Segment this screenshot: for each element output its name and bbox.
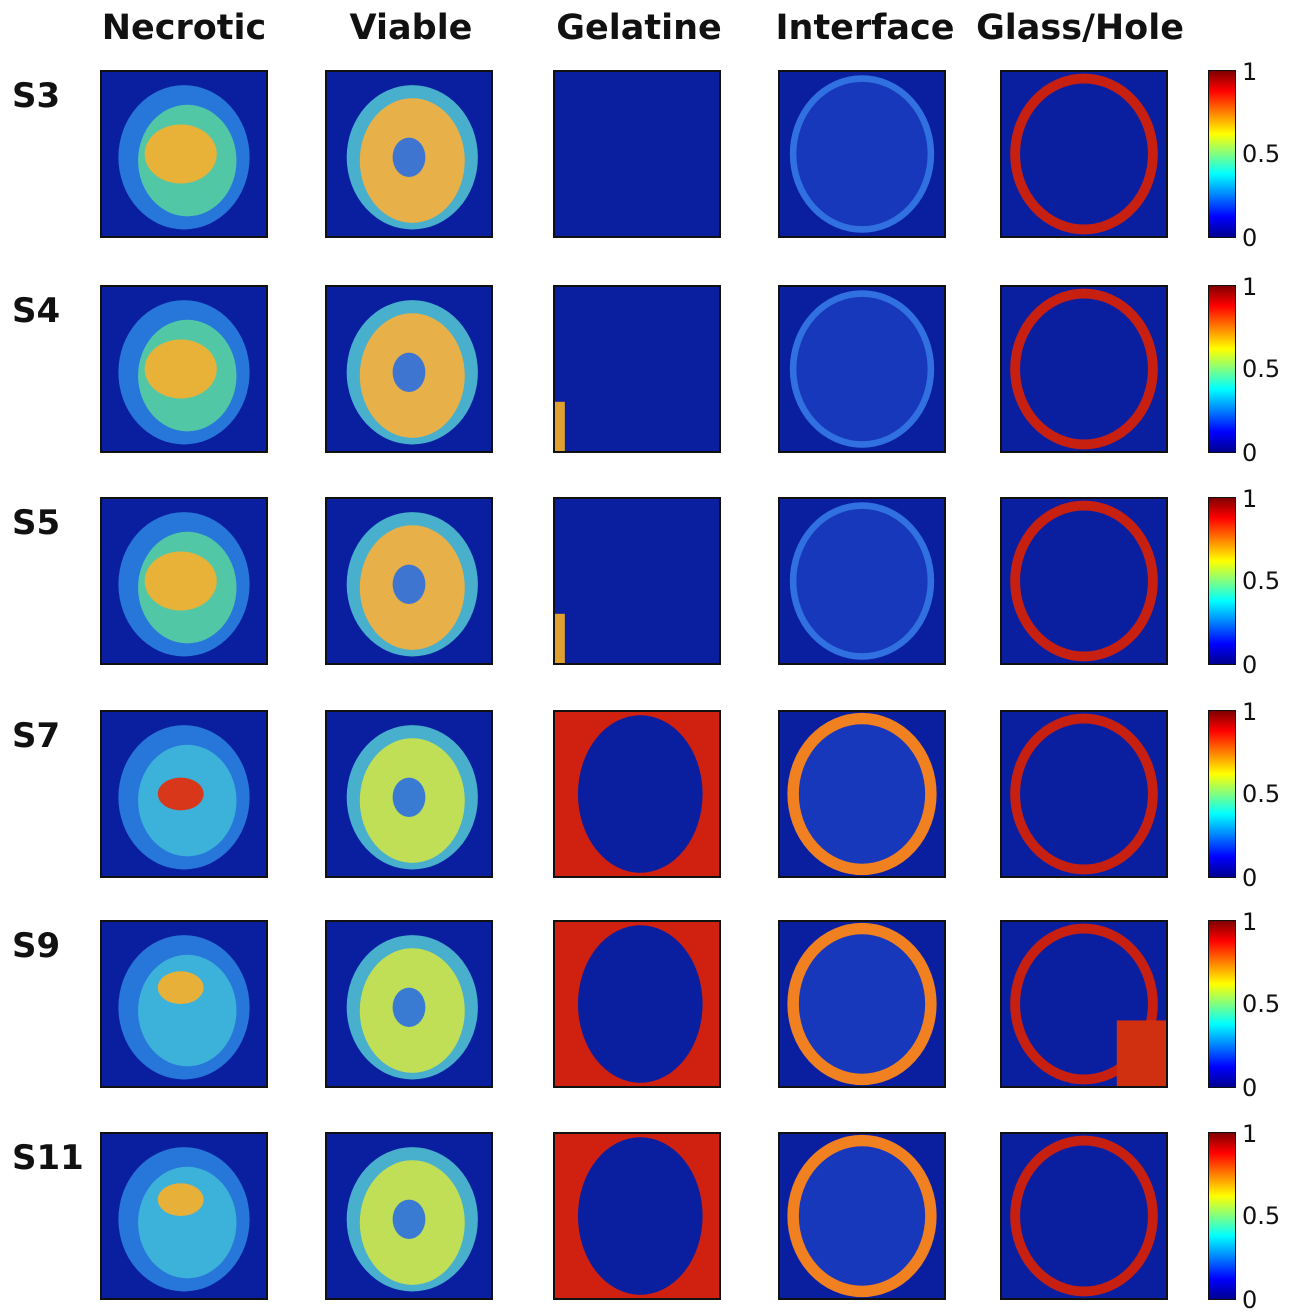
row-label-s5: S5 <box>12 503 61 543</box>
heatmap-tile-s11-viable <box>325 1132 493 1300</box>
column-header-viable: Viable <box>349 8 473 48</box>
colorbar-tick-label: 0.5 <box>1242 780 1281 808</box>
heatmap-tile-s3-glass-hole <box>1000 70 1168 238</box>
colorbar-tick-label: 1 <box>1242 908 1258 936</box>
heatmap-tile-s9-interface <box>778 920 946 1088</box>
heatmap-tile-s4-viable <box>325 285 493 453</box>
heatmap-tile-s9-glass-hole <box>1000 920 1168 1088</box>
row-label-s9: S9 <box>12 926 61 966</box>
colorbar <box>1208 920 1236 1088</box>
row-label-s4: S4 <box>12 291 61 331</box>
colorbar-tick-label: 0 <box>1242 1074 1258 1102</box>
colorbar-tick-label: 0 <box>1242 651 1258 679</box>
column-header-glass-hole: Glass/Hole <box>976 8 1184 48</box>
colorbar-tick-label: 0.5 <box>1242 990 1281 1018</box>
colorbar <box>1208 1132 1236 1300</box>
column-header-gelatine: Gelatine <box>556 8 722 48</box>
heatmap-tile-s3-necrotic <box>100 70 268 238</box>
heatmap-tile-s4-gelatine <box>553 285 721 453</box>
colorbar <box>1208 70 1236 238</box>
heatmap-tile-s5-necrotic <box>100 497 268 665</box>
heatmap-tile-s5-viable <box>325 497 493 665</box>
heatmap-tile-s4-interface <box>778 285 946 453</box>
heatmap-tile-s9-necrotic <box>100 920 268 1088</box>
colorbar-tick-label: 0 <box>1242 1286 1258 1314</box>
heatmap-tile-s9-gelatine <box>553 920 721 1088</box>
heatmap-tile-s7-viable <box>325 710 493 878</box>
colorbar-tick-label: 0.5 <box>1242 567 1281 595</box>
heatmap-tile-s3-viable <box>325 70 493 238</box>
heatmap-tile-s3-gelatine <box>553 70 721 238</box>
heatmap-tile-s7-necrotic <box>100 710 268 878</box>
colorbar-tick-label: 1 <box>1242 58 1258 86</box>
heatmap-tile-s4-necrotic <box>100 285 268 453</box>
heatmap-tile-s11-interface <box>778 1132 946 1300</box>
colorbar-tick-label: 1 <box>1242 1120 1258 1148</box>
column-header-interface: Interface <box>775 8 955 48</box>
colorbar <box>1208 285 1236 453</box>
heatmap-tile-s7-interface <box>778 710 946 878</box>
heatmap-tile-s11-gelatine <box>553 1132 721 1300</box>
row-label-s7: S7 <box>12 716 61 756</box>
heatmap-tile-s11-glass-hole <box>1000 1132 1168 1300</box>
heatmap-tile-s3-interface <box>778 70 946 238</box>
colorbar-tick-label: 0.5 <box>1242 1202 1281 1230</box>
heatmap-tile-s4-glass-hole <box>1000 285 1168 453</box>
row-label-s11: S11 <box>12 1138 84 1178</box>
colorbar <box>1208 497 1236 665</box>
column-header-necrotic: Necrotic <box>101 8 267 48</box>
colorbar-tick-label: 1 <box>1242 485 1258 513</box>
colorbar <box>1208 710 1236 878</box>
colorbar-tick-label: 0.5 <box>1242 140 1281 168</box>
heatmap-tile-s11-necrotic <box>100 1132 268 1300</box>
heatmap-tile-s5-gelatine <box>553 497 721 665</box>
heatmap-tile-s9-viable <box>325 920 493 1088</box>
row-label-s3: S3 <box>12 76 61 116</box>
heatmap-tile-s7-glass-hole <box>1000 710 1168 878</box>
heatmap-tile-s7-gelatine <box>553 710 721 878</box>
colorbar-tick-label: 0 <box>1242 224 1258 252</box>
colorbar-tick-label: 1 <box>1242 273 1258 301</box>
colorbar-tick-label: 0 <box>1242 864 1258 892</box>
colorbar-tick-label: 1 <box>1242 698 1258 726</box>
colorbar-tick-label: 0 <box>1242 439 1258 467</box>
colorbar-tick-label: 0.5 <box>1242 355 1281 383</box>
heatmap-tile-s5-glass-hole <box>1000 497 1168 665</box>
heatmap-tile-s5-interface <box>778 497 946 665</box>
